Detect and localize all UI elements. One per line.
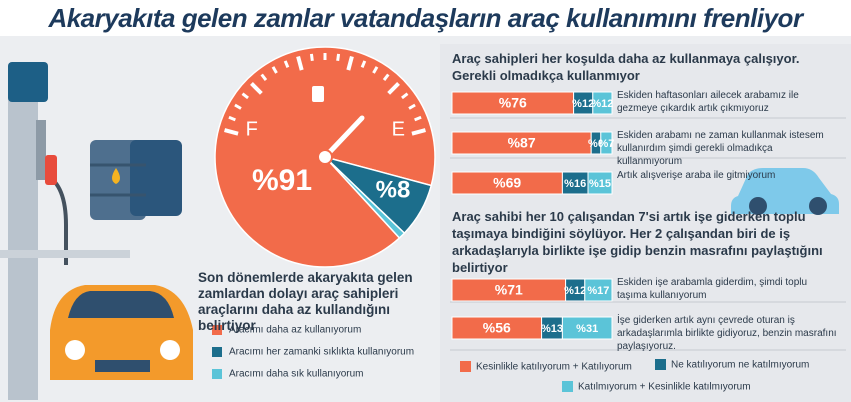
category-label: Eskiden arabamı ne zaman kullanmak istes…	[617, 130, 824, 167]
page-title: Akaryakıta gelen zamlar vatandaşların ar…	[0, 0, 851, 36]
wheel	[809, 197, 827, 215]
bar-value-label: %12	[564, 285, 586, 297]
bar-value-label: %7	[598, 138, 614, 150]
gauge-tick	[283, 60, 290, 68]
legend-label: Kesinlikle katılıyorum + Katılıyorum	[476, 362, 632, 373]
legend-swatch	[212, 369, 222, 379]
pump-top	[8, 62, 48, 102]
legend-label: Aracımı daha sık kullanıyorum	[229, 369, 364, 380]
value-label: %8	[376, 176, 411, 203]
gauge-label: F	[246, 119, 258, 141]
bar-value-label: %87	[508, 135, 536, 151]
gauge-tick	[411, 128, 426, 136]
legend-swatch	[562, 381, 573, 392]
bar-value-label: %71	[495, 282, 523, 298]
gauge-tick	[382, 73, 390, 81]
needle	[322, 115, 365, 160]
pump	[8, 70, 38, 400]
gauge-tick	[360, 60, 367, 68]
gauge-tick	[372, 66, 379, 74]
needle-hub	[317, 149, 333, 165]
legend-label: Ne katılıyorum ne katılmıyorum	[671, 360, 809, 371]
barrel	[130, 140, 182, 216]
bar-segment	[561, 316, 613, 340]
bar-value-label: %69	[493, 175, 521, 191]
bar-segment	[600, 131, 613, 155]
gauge-tick	[271, 66, 278, 74]
gauge-tick	[260, 73, 268, 81]
bar-value-label: %76	[499, 95, 527, 111]
oil-drop	[112, 168, 120, 184]
wheel	[749, 197, 767, 215]
pie-slice	[324, 156, 406, 240]
gauge-tick	[309, 53, 314, 62]
gauge-tick	[387, 82, 400, 95]
legend-label: Katılmıyorum + Kesinlikle katılmıyorum	[578, 382, 751, 393]
bar-value-label: %17	[587, 285, 609, 297]
gauge-tick	[228, 115, 236, 122]
gauge-tick	[296, 56, 304, 71]
fuel-icon	[312, 86, 324, 102]
platform	[0, 250, 130, 258]
gauge-tick	[408, 103, 416, 110]
bar-value-label: %31	[576, 323, 598, 335]
category-label: İşe giderken artık aynı çevrede oturan i…	[617, 315, 837, 352]
bar-value-label: %56	[483, 320, 511, 336]
bar-value-label: %6	[588, 138, 604, 150]
gauge-tick	[250, 82, 263, 95]
gauge-tick	[241, 92, 249, 100]
gauge-label: E	[392, 119, 405, 141]
gauge-tick	[414, 115, 422, 122]
legend-swatch	[212, 347, 222, 357]
pump-nozzle	[36, 120, 46, 180]
bar-segment	[592, 91, 613, 115]
chart-title: Araç sahipleri her koşulda daha az kulla…	[452, 51, 800, 83]
category-label: Eskiden haftasonları ailecek arabamız il…	[617, 90, 799, 114]
bar-segment	[587, 171, 613, 195]
category-label: Artık alışverişe araba ile gitmiyorum	[617, 170, 776, 181]
chart-subtitle: Son dönemlerde akaryakıta gelen zamlarda…	[198, 270, 413, 333]
gauge-tick	[224, 128, 239, 136]
legend-swatch	[655, 359, 666, 370]
chart-title: Araç sahibi her 10 çalışandan 7'si artık…	[452, 209, 823, 275]
legend-swatch	[212, 325, 222, 335]
gauge-tick	[336, 53, 341, 62]
bar-value-label: %12	[572, 98, 594, 110]
car-window	[68, 291, 174, 318]
car-light	[65, 340, 85, 360]
gauge-tick	[401, 92, 409, 100]
bar-value-label: %15	[589, 178, 611, 190]
bar-value-label: %13	[541, 323, 563, 335]
legend-label: Aracımı daha az kullanıyorum	[229, 325, 361, 336]
car-grille	[95, 360, 150, 372]
category-label: Eskiden işe arabamla giderdim, şimdi top…	[617, 277, 808, 301]
value-label: %91	[252, 164, 312, 197]
bar-segment	[584, 278, 613, 302]
bar-value-label: %16	[564, 178, 586, 190]
gauge-tick	[234, 103, 242, 110]
gauge-tick	[346, 56, 354, 71]
car-light	[160, 340, 180, 360]
legend-swatch	[460, 361, 471, 372]
bar-value-label: %12	[591, 98, 613, 110]
nozzle	[45, 155, 57, 185]
legend-label: Aracımı her zamanki sıklıkta kullanıyoru…	[229, 347, 414, 358]
